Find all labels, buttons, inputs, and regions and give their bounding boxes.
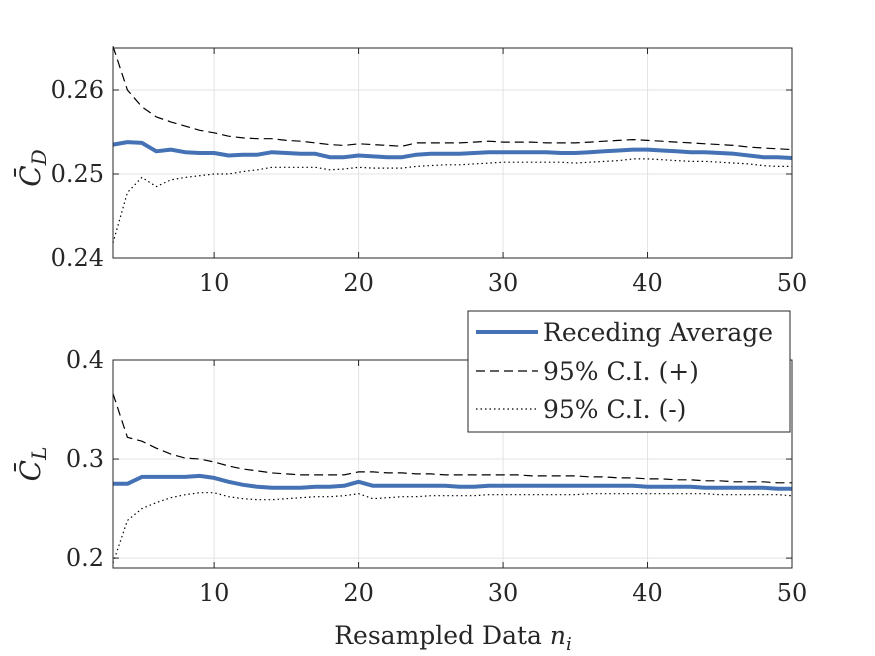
- x-axis-label-text: Resampled Data: [334, 621, 542, 650]
- lift-upper-ci-line: [112, 393, 792, 484]
- lift-x-tick-label: 30: [488, 579, 519, 607]
- drag-receding-average-line: [112, 140, 793, 160]
- drag-x-tick-label: 10: [199, 269, 230, 297]
- lift-x-tick-label: 20: [343, 579, 374, 607]
- drag-ticks: 10 20 30 40 50 0.24 0.25 0.26: [51, 48, 808, 297]
- lift-axes-frame: [112, 359, 793, 569]
- x-axis-label-var: n: [550, 621, 566, 650]
- legend: Receding Average 95% C.I. (+) 95% C.I. (…: [467, 310, 791, 433]
- lift-y-axis-label-base: C̄: [13, 460, 47, 481]
- lift-ticks: 10 20 30 40 50 0.2 0.3 0.4: [66, 346, 807, 607]
- legend-upper-ci-label: 95% C.I. (+): [543, 357, 699, 386]
- drag-y-axis-label-sub: D: [27, 149, 51, 166]
- lift-coefficient-panel: 10 20 30 40 50 0.2 0.3 0.4 C̄L Resampled Data n…: [13, 346, 807, 655]
- lift-receding-average-line: [113, 473, 792, 491]
- drag-x-tick-label: 20: [343, 269, 374, 297]
- drag-y-tick-label: 0.26: [51, 76, 104, 104]
- x-axis-label: Resampled Data ni: [334, 621, 572, 655]
- drag-upper-ci-line: [112, 46, 793, 151]
- drag-lower-ci-line: [112, 158, 792, 244]
- drag-x-tick-label: 30: [488, 269, 519, 297]
- drag-axes-frame: [112, 47, 793, 259]
- drag-series: [112, 46, 793, 244]
- drag-y-tick-label: 0.25: [51, 160, 104, 188]
- lift-y-tick-label: 0.4: [66, 346, 104, 374]
- drag-y-axis-label: C̄D: [13, 149, 51, 186]
- lift-x-tick-label: 50: [777, 579, 808, 607]
- lift-y-axis-label-sub: L: [27, 447, 51, 461]
- drag-coefficient-panel: 10 20 30 40 50 0.24 0.25 0.26 C̄D: [13, 46, 807, 297]
- lift-x-tick-label: 40: [632, 579, 663, 607]
- lift-y-tick-label: 0.3: [66, 445, 104, 473]
- x-axis-label-sub: i: [566, 634, 572, 655]
- legend-lower-ci-label: 95% C.I. (-): [543, 395, 686, 424]
- lift-y-axis-label: C̄L: [13, 447, 51, 482]
- lift-series: [112, 393, 793, 564]
- lift-x-tick-label: 10: [199, 579, 230, 607]
- drag-y-axis-label-base: C̄: [13, 165, 47, 186]
- drag-x-tick-label: 40: [632, 269, 663, 297]
- lift-y-tick-label: 0.2: [66, 544, 104, 572]
- legend-average-label: Receding Average: [543, 318, 773, 347]
- drag-y-tick-label: 0.24: [51, 244, 104, 272]
- lift-lower-ci-line: [112, 492, 793, 564]
- drag-x-tick-label: 50: [777, 269, 808, 297]
